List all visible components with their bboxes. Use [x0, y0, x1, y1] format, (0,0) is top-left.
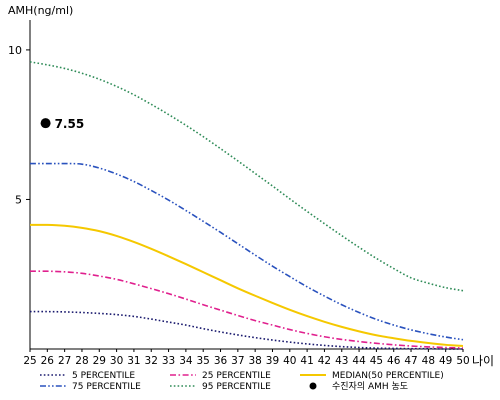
y-tick-label: 10: [8, 44, 22, 57]
series-line-2: [29, 270, 464, 349]
legend-marker-swatch: [309, 382, 317, 390]
x-tick-label: 45: [370, 355, 383, 367]
x-tick-label: 39: [266, 355, 279, 367]
x-tick-label: 36: [214, 355, 228, 367]
x-tick-label: 46: [387, 355, 401, 367]
x-tick-label: 41: [300, 355, 313, 367]
x-tick-label: 26: [41, 355, 55, 367]
x-tick-label: 27: [58, 355, 71, 367]
x-tick-label: 25: [23, 355, 36, 367]
legend: 5 PERCENTILE 25 PERCENTILE MEDIAN(50 PERCE…: [40, 371, 444, 392]
series-line-3: [29, 223, 464, 348]
x-tick-label: 44: [352, 355, 366, 367]
x-tick-label: 50: [456, 355, 469, 367]
axes: 25 26 27 28 29 30 31 32 33 34 35 36 37 38 39 40 41 42 43 44…: [8, 4, 494, 368]
x-tick-label: 49: [439, 355, 452, 367]
x-tick-label: 40: [283, 355, 296, 367]
series-line-4: [30, 162, 464, 341]
legend-entry-label: MEDIAN(50 PERCENTILE): [332, 371, 444, 381]
legend-entry-label: 5 PERCENTILE: [72, 371, 135, 381]
x-tick-label: 47: [404, 355, 417, 367]
series-line-5: [29, 61, 464, 292]
y-tick-label: 5: [15, 193, 22, 206]
x-axis-label: 나이: [472, 354, 494, 368]
patient-amh-marker: [40, 118, 51, 129]
legend-entry-label: 95 PERCENTILE: [202, 382, 271, 392]
series-layer: [29, 61, 464, 350]
x-tick-label: 28: [75, 355, 88, 367]
x-tick-label: 43: [335, 355, 348, 367]
x-tick-label: 33: [162, 355, 175, 367]
legend-entry-label: 75 PERCENTILE: [72, 382, 141, 392]
x-tick-label: 35: [197, 355, 210, 367]
x-tick-label: 42: [318, 355, 331, 367]
x-tick-label: 30: [110, 355, 123, 367]
y-axis-label: AMH(ng/ml): [8, 4, 73, 17]
x-tick-label: 31: [127, 355, 140, 367]
x-tick-label: 32: [145, 355, 158, 367]
series-line-1: [29, 310, 464, 350]
x-tick-label: 29: [93, 355, 106, 367]
patient-marker-layer: 7.55: [40, 117, 85, 131]
patient-amh-value-label: 7.55: [55, 117, 85, 131]
x-tick-label: 48: [422, 355, 435, 367]
legend-marker-label: 수진자의 AMH 농도: [332, 381, 408, 392]
x-tick-label: 34: [179, 355, 193, 367]
legend-entry-label: 25 PERCENTILE: [202, 371, 271, 381]
x-tick-label: 38: [248, 355, 261, 367]
x-tick-label: 37: [231, 355, 244, 367]
